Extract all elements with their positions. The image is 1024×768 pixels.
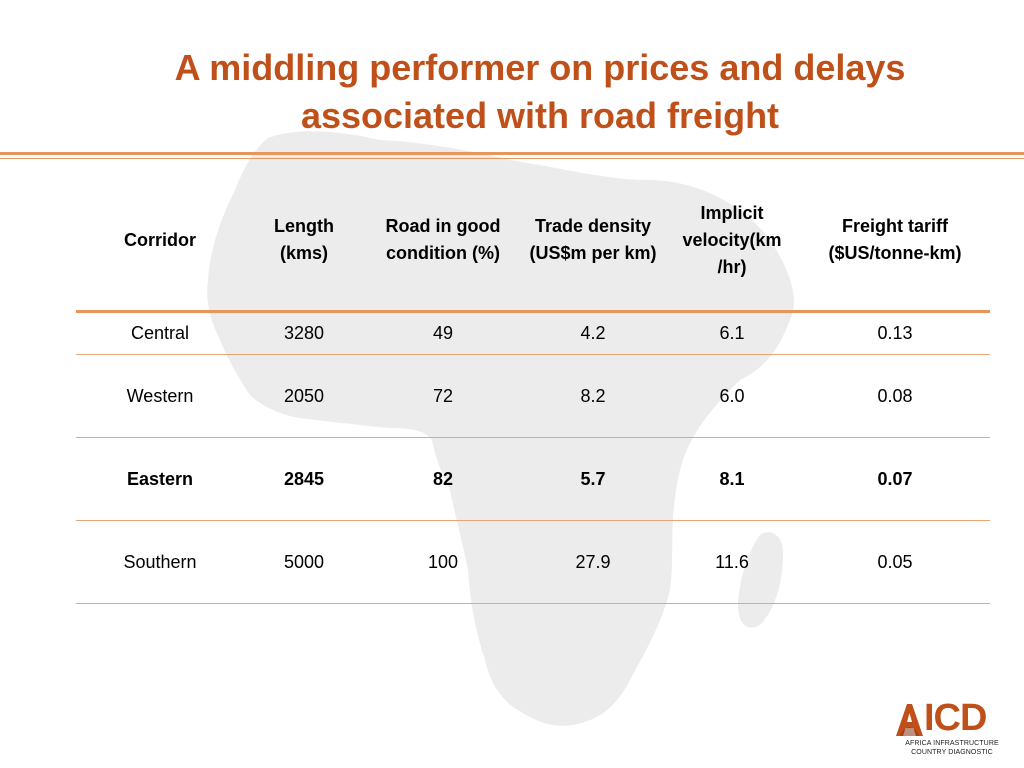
cell-length: 3280 xyxy=(244,311,364,355)
cell-length: 5000 xyxy=(244,520,364,604)
logo-subtitle-line-2: COUNTRY DIAGNOSTIC xyxy=(911,749,993,756)
logo-letters: ICD xyxy=(924,697,987,739)
cell-road-condition: 82 xyxy=(364,437,522,521)
cell-length: 2845 xyxy=(244,437,364,521)
cell-length: 2050 xyxy=(244,354,364,438)
table-row-highlighted: Eastern 2845 82 5.7 8.1 0.07 xyxy=(76,437,990,521)
road-freight-table: Corridor Length (kms) Road in good condi… xyxy=(76,170,990,604)
page-title-line-2: associated with road freight xyxy=(300,95,780,136)
cell-freight-tariff: 0.05 xyxy=(800,520,990,604)
cell-trade-density: 5.7 xyxy=(522,437,664,521)
title-divider-thick xyxy=(0,152,1024,155)
cell-implicit-velocity: 6.0 xyxy=(664,354,800,438)
cell-road-condition: 72 xyxy=(364,354,522,438)
cell-freight-tariff: 0.13 xyxy=(800,311,990,355)
cell-corridor: Central xyxy=(76,311,244,355)
logo-subtitle: AFRICA INFRASTRUCTURE COUNTRY DIAGNOSTIC xyxy=(894,739,1010,757)
header-trade-density: Trade density (US$m per km) xyxy=(522,170,664,313)
cell-road-condition: 49 xyxy=(364,311,522,355)
page-title-line-1: A middling performer on prices and delay… xyxy=(174,47,906,88)
table-row: Western 2050 72 8.2 6.0 0.08 xyxy=(76,354,990,438)
header-freight-tariff: Freight tariff ($US/tonne-km) xyxy=(800,170,990,313)
table-row: Central 3280 49 4.2 6.1 0.13 xyxy=(76,311,990,355)
header-road-condition: Road in good condition (%) xyxy=(364,170,522,313)
cell-freight-tariff: 0.08 xyxy=(800,354,990,438)
aicd-logo: ICD AFRICA INFRASTRUCTURE COUNTRY DIAGNO… xyxy=(894,697,1010,757)
logo-mark: ICD xyxy=(894,697,1010,739)
table-row: Southern 5000 100 27.9 11.6 0.05 xyxy=(76,520,990,604)
header-corridor: Corridor xyxy=(76,170,244,313)
cell-corridor: Western xyxy=(76,354,244,438)
title-divider-thin xyxy=(0,158,1024,159)
cell-freight-tariff: 0.07 xyxy=(800,437,990,521)
header-length: Length (kms) xyxy=(244,170,364,313)
cell-corridor: Southern xyxy=(76,520,244,604)
cell-trade-density: 8.2 xyxy=(522,354,664,438)
cell-corridor: Eastern xyxy=(76,437,244,521)
cell-implicit-velocity: 8.1 xyxy=(664,437,800,521)
cell-implicit-velocity: 11.6 xyxy=(664,520,800,604)
cell-road-condition: 100 xyxy=(364,520,522,604)
header-implicit-velocity: Implicit velocity(km /hr) xyxy=(664,170,800,313)
logo-a-icon xyxy=(896,704,923,736)
page-title: A middling performer on prices and delay… xyxy=(90,44,990,140)
table-header-row: Corridor Length (kms) Road in good condi… xyxy=(76,170,990,313)
cell-trade-density: 4.2 xyxy=(522,311,664,355)
cell-trade-density: 27.9 xyxy=(522,520,664,604)
cell-implicit-velocity: 6.1 xyxy=(664,311,800,355)
logo-subtitle-line-1: AFRICA INFRASTRUCTURE xyxy=(905,740,999,747)
